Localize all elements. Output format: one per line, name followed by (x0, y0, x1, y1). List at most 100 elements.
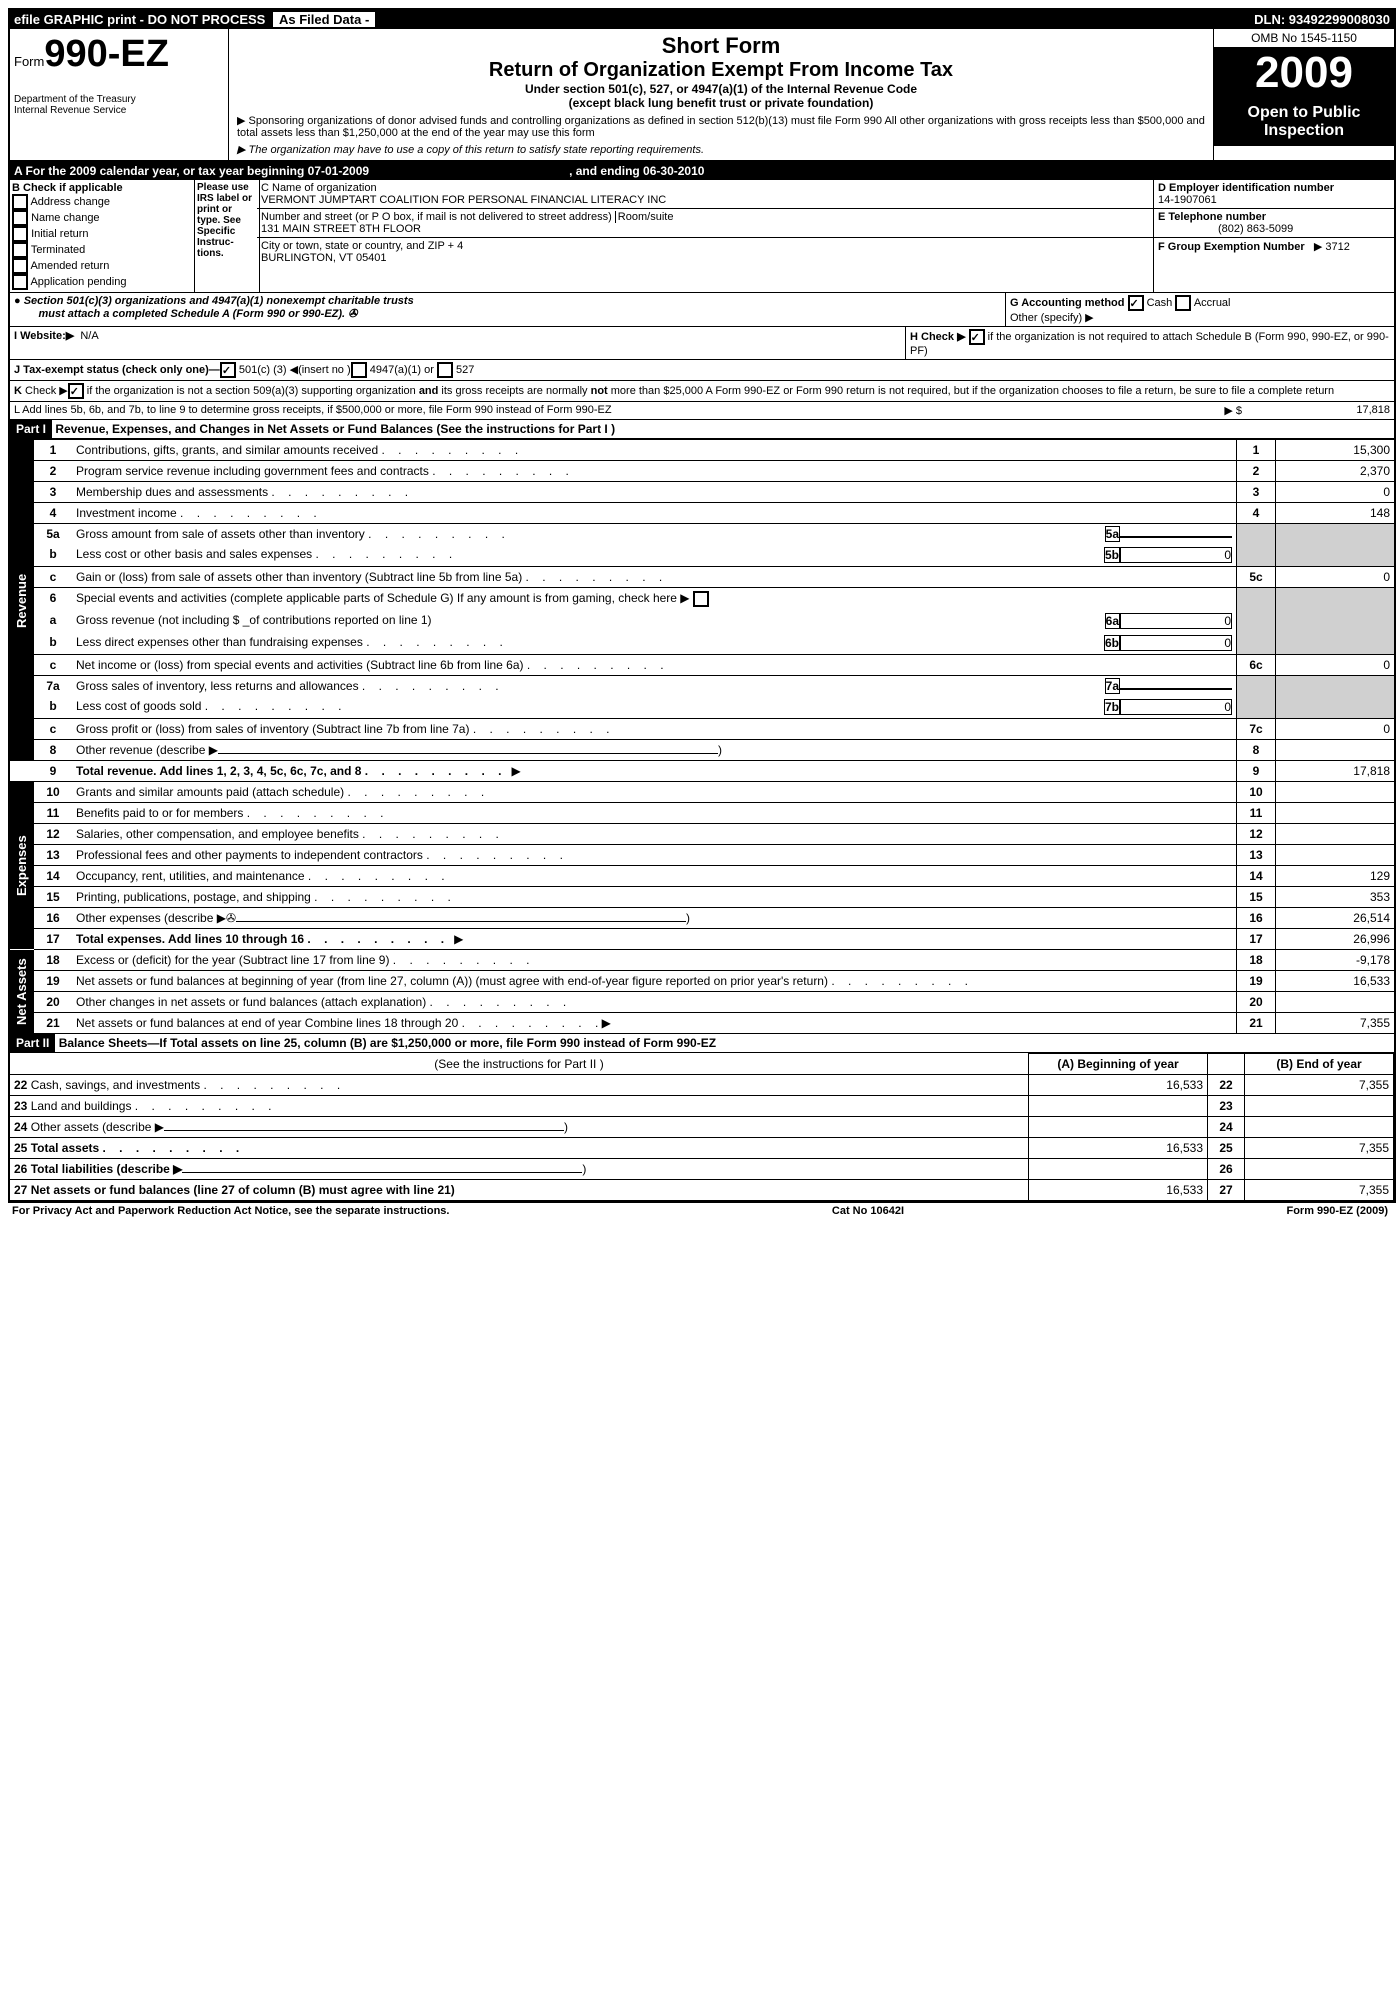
line5b-desc: Less cost or other basis and sales expen… (76, 547, 452, 561)
check-k[interactable] (68, 383, 84, 399)
as-filed: As Filed Data - (273, 12, 375, 27)
footer-mid: Cat No 10642I (832, 1205, 904, 1217)
c-label: C Name of organization (261, 182, 377, 194)
line2-val: 2,370 (1276, 461, 1395, 482)
line18-val: -9,178 (1276, 950, 1395, 971)
line12-desc: Salaries, other compensation, and employ… (72, 824, 1237, 845)
check-initial[interactable] (12, 226, 28, 242)
check-cash[interactable] (1128, 295, 1144, 311)
b-item-1: Name change (31, 212, 100, 224)
b-item-5: Application pending (30, 276, 126, 288)
city-label: City or town, state or country, and ZIP … (261, 240, 463, 252)
check-app[interactable] (12, 274, 28, 290)
netassets-label: Net Assets (10, 950, 34, 1034)
lines-table: Revenue 1Contributions, gifts, grants, a… (10, 439, 1394, 1034)
open-public: Open to Public Inspection (1214, 98, 1394, 146)
row-a: A For the 2009 calendar year, or tax yea… (10, 162, 1394, 180)
sec501-text: ● Section 501(c)(3) organizations and 49… (14, 295, 1001, 320)
bal25-a: 16,533 (1029, 1138, 1208, 1159)
website: N/A (80, 330, 98, 342)
line1-val: 15,300 (1276, 440, 1395, 461)
line9-val: 17,818 (1276, 761, 1395, 782)
line21-desc: Net assets or fund balances at end of ye… (76, 1016, 598, 1030)
row-a-label: A For the 2009 calendar year, or tax yea… (14, 164, 369, 178)
line11-val (1276, 803, 1395, 824)
check-501c[interactable] (220, 362, 236, 378)
check-h[interactable] (969, 329, 985, 345)
check-term[interactable] (12, 242, 28, 258)
j-label: J Tax-exempt status (check only one)— (14, 364, 220, 376)
return-title: Return of Organization Exempt From Incom… (237, 59, 1205, 82)
line6c-val: 0 (1276, 655, 1395, 676)
instr-box: Please use IRS label or print or type. S… (195, 180, 260, 292)
line5c-desc: Gain or (loss) from sale of assets other… (72, 567, 1237, 588)
b-item-3: Terminated (31, 244, 85, 256)
city: BURLINGTON, VT 05401 (261, 252, 387, 264)
line1-desc: Contributions, gifts, grants, and simila… (72, 440, 1237, 461)
d-label: D Employer identification number (1158, 182, 1334, 194)
check-name[interactable] (12, 210, 28, 226)
b-item-2: Initial return (31, 228, 88, 240)
line17-desc: Total expenses. Add lines 10 through 16 (76, 932, 444, 946)
line6b-sub: 0 (1120, 635, 1232, 651)
revenue-label: Revenue (10, 440, 34, 761)
may-have: ▶ The organization may have to use a cop… (237, 143, 1205, 156)
footer-right: Form 990-EZ (2009) (1286, 1205, 1388, 1217)
line6b-desc: Less direct expenses other than fundrais… (76, 635, 503, 649)
line5a-sub (1120, 536, 1232, 538)
line10-desc: Grants and similar amounts paid (attach … (72, 782, 1237, 803)
balance-table: (See the instructions for Part II ) (A) … (10, 1053, 1394, 1201)
line16-val: 26,514 (1276, 908, 1395, 929)
under-section: Under section 501(c), 527, or 4947(a)(1)… (237, 82, 1205, 96)
col-b-hdr: (B) End of year (1245, 1054, 1394, 1075)
line9-desc: Total revenue. Add lines 1, 2, 3, 4, 5c,… (76, 764, 501, 778)
f-val: ▶ 3712 (1314, 241, 1350, 253)
line10-val (1276, 782, 1395, 803)
form-number: 990-EZ (44, 33, 169, 75)
part2-instr: (See the instructions for Part II ) (10, 1054, 1029, 1075)
cash-label: Cash (1147, 297, 1173, 309)
bal27-b: 7,355 (1245, 1180, 1394, 1201)
col-def: D Employer identification number14-19070… (1154, 180, 1394, 292)
line14-desc: Occupancy, rent, utilities, and maintena… (72, 866, 1237, 887)
except: (except black lung benefit trust or priv… (237, 96, 1205, 110)
check-accrual[interactable] (1175, 295, 1191, 311)
bal26-desc: Total liabilities (describe ▶ (31, 1162, 183, 1176)
check-address[interactable] (12, 194, 28, 210)
line5c-val: 0 (1276, 567, 1395, 588)
part2-title: Part II (10, 1034, 55, 1052)
efile-label: efile GRAPHIC print - DO NOT PROCESS (14, 12, 265, 27)
bal23-a (1029, 1096, 1208, 1117)
j-4947: 4947(a)(1) or (370, 364, 434, 376)
bal24-b (1245, 1117, 1394, 1138)
f-label: F Group Exemption Number (1158, 241, 1305, 253)
line11-desc: Benefits paid to or for members (72, 803, 1237, 824)
line3-val: 0 (1276, 482, 1395, 503)
part2-desc: Balance Sheets—If Total assets on line 2… (59, 1036, 716, 1050)
footer-left: For Privacy Act and Paperwork Reduction … (12, 1205, 449, 1217)
line8-val (1276, 740, 1395, 761)
j-501c: 501(c) (3) ◀(insert no ) (239, 364, 351, 376)
part1-title: Part I (10, 420, 52, 438)
line7b-sub: 0 (1120, 699, 1232, 715)
line12-val (1276, 824, 1395, 845)
section-bcd: B Check if applicable Address change Nam… (10, 180, 1394, 293)
line7a-desc: Gross sales of inventory, less returns a… (76, 679, 499, 693)
check-4947[interactable] (351, 362, 367, 378)
bal27-desc: Net assets or fund balances (line 27 of … (31, 1183, 455, 1197)
line7a-sub (1120, 688, 1232, 690)
l-arrow: ▶ $ (1178, 402, 1246, 419)
line7b-desc: Less cost of goods sold (76, 699, 341, 713)
check-527[interactable] (437, 362, 453, 378)
dept2: Internal Revenue Service (14, 105, 224, 116)
street-label: Number and street (or P O box, if mail i… (261, 211, 612, 223)
footer: For Privacy Act and Paperwork Reduction … (8, 1203, 1392, 1219)
part1-desc: Revenue, Expenses, and Changes in Net As… (55, 422, 615, 436)
sponsor-text: ▶ Sponsoring organizations of donor advi… (237, 114, 1205, 139)
line13-desc: Professional fees and other payments to … (72, 845, 1237, 866)
l-val: 17,818 (1246, 402, 1394, 419)
check-gaming[interactable] (693, 591, 709, 607)
check-amend[interactable] (12, 258, 28, 274)
line2-desc: Program service revenue including govern… (72, 461, 1237, 482)
row-k: K Check ▶ if the organization is not a s… (10, 381, 1394, 402)
